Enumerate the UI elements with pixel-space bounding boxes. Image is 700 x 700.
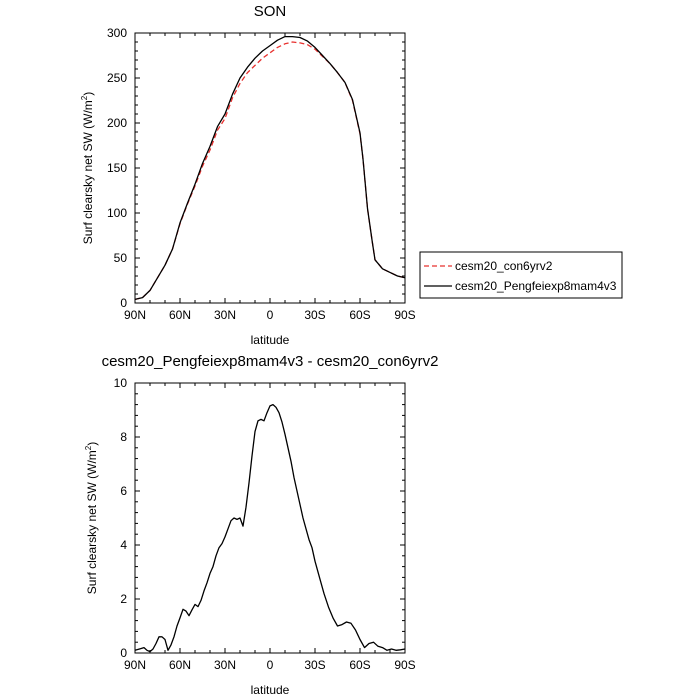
top-y-axis-label-suffix: ) <box>81 92 95 96</box>
bottom-y-tick-label: 0 <box>120 646 127 660</box>
legend-label-con6yrv2: cesm20_con6yrv2 <box>455 259 553 273</box>
bottom-axis-ticks: 90N 60N 30N 0 30S 60S 90S 0 2 4 6 8 10 <box>114 376 416 672</box>
top-x-tick-label: 60S <box>349 308 370 322</box>
top-x-axis-label: latitude <box>251 333 290 347</box>
bottom-plot-frame <box>134 382 406 654</box>
bottom-x-tick-label: 0 <box>267 658 274 672</box>
bottom-x-tick-label: 60S <box>349 658 370 672</box>
top-y-tick-label: 300 <box>107 26 127 40</box>
top-y-axis-label-main: Surf clearsky net SW (W/m <box>81 100 95 244</box>
top-series-line-cesm20-pengfeiexp8mam4v3 <box>134 35 406 301</box>
top-axis-ticks: 90N 60N 30N 0 30S 60S 90S 0 50 100 150 200 250 300 <box>107 26 416 322</box>
bottom-x-tick-label: 60N <box>169 658 191 672</box>
top-y-tick-label: 150 <box>107 161 127 175</box>
bottom-x-axis-label: latitude <box>251 683 290 697</box>
top-x-tick-label: 90N <box>124 308 146 322</box>
bottom-y-axis-label-suffix: ) <box>85 442 99 446</box>
top-chart-title: SON <box>254 3 287 20</box>
panel-top: SON 90N 60N 30N 0 30S 60S 90S 0 50 100 150 200 250 30… <box>80 3 416 347</box>
legend-box <box>419 251 623 299</box>
top-y-axis-label: Surf clearsky net SW (W/m2) <box>80 92 95 244</box>
bottom-y-tick-label: 2 <box>120 592 127 606</box>
bottom-x-tick-label: 30S <box>304 658 325 672</box>
bottom-y-axis-label-superscript: 2 <box>84 445 93 450</box>
bottom-y-axis-label: Surf clearsky net SW (W/m2) <box>84 442 99 594</box>
top-plot-frame <box>134 32 406 304</box>
top-y-tick-label: 100 <box>107 206 127 220</box>
bottom-y-tick-label: 6 <box>120 484 127 498</box>
top-y-axis-label-superscript: 2 <box>80 95 89 100</box>
top-x-tick-label: 30N <box>214 308 236 322</box>
legend-label-pengfeiexp8mam4v3: cesm20_Pengfeiexp8mam4v3 <box>455 279 617 293</box>
top-y-tick-label: 0 <box>120 296 127 310</box>
top-x-tick-label: 60N <box>169 308 191 322</box>
bottom-y-tick-label: 10 <box>114 376 128 390</box>
bottom-x-tick-label: 90S <box>394 658 415 672</box>
bottom-series-line-difference <box>134 403 406 653</box>
top-y-tick-label: 200 <box>107 116 127 130</box>
top-y-tick-label: 50 <box>114 251 128 265</box>
top-x-tick-label: 0 <box>267 308 274 322</box>
top-x-tick-label: 30S <box>304 308 325 322</box>
bottom-y-axis-label-main: Surf clearsky net SW (W/m <box>85 450 99 594</box>
bottom-y-tick-label: 4 <box>120 538 127 552</box>
bottom-x-tick-label: 90N <box>124 658 146 672</box>
top-y-tick-label: 250 <box>107 71 127 85</box>
bottom-series-group <box>134 403 406 653</box>
top-x-tick-label: 90S <box>394 308 415 322</box>
bottom-chart-title: cesm20_Pengfeiexp8mam4v3 - cesm20_con6yr… <box>102 353 439 370</box>
panel-bottom: cesm20_Pengfeiexp8mam4v3 - cesm20_con6yr… <box>84 353 438 697</box>
legend: cesm20_con6yrv2 cesm20_Pengfeiexp8mam4v3 <box>419 251 623 299</box>
bottom-y-tick-label: 8 <box>120 430 127 444</box>
top-series-group <box>134 35 406 301</box>
bottom-x-tick-label: 30N <box>214 658 236 672</box>
